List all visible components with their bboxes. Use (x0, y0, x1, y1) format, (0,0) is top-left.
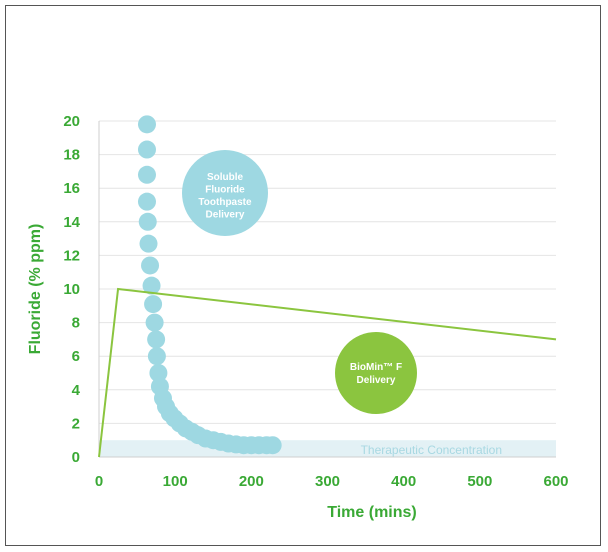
y-tick-label: 16 (63, 180, 80, 197)
x-tick-label: 200 (239, 473, 264, 490)
y-tick-label: 4 (72, 382, 81, 399)
soluble-bubble-text: Toothpaste (198, 197, 252, 208)
y-axis-title: Fluoride (% ppm) (27, 224, 44, 355)
y-tick-label: 18 (63, 147, 80, 164)
data-point (142, 276, 161, 295)
data-point (263, 436, 282, 455)
soluble-bubble-text: Fluoride (205, 185, 245, 196)
biomin-line (98, 287, 557, 458)
grid-lines (99, 120, 556, 424)
soluble-bubble-text: Soluble (207, 172, 244, 183)
data-point (137, 115, 156, 134)
axes (98, 121, 556, 458)
data-point (141, 256, 160, 275)
data-point (139, 234, 158, 253)
y-tick-label: 12 (63, 247, 80, 264)
series-label-bubbles: SolubleFluorideToothpasteDeliveryBioMin™… (182, 150, 417, 414)
y-tick-label: 14 (63, 214, 80, 231)
y-tick-label: 8 (72, 315, 80, 332)
biomin-bubble-text: BioMin™ F (350, 362, 402, 373)
biomin-bubble-circle (335, 332, 417, 414)
x-tick-label: 0 (95, 473, 103, 490)
y-tick-label: 0 (72, 449, 80, 466)
y-tick-label: 2 (72, 415, 80, 432)
x-axis-title: Time (mins) (327, 504, 417, 521)
soluble-bubble-text: Delivery (206, 210, 245, 221)
data-point (145, 313, 164, 332)
x-tick-label: 400 (391, 473, 416, 490)
data-point (144, 295, 163, 314)
data-point (138, 212, 157, 231)
data-point (137, 165, 156, 184)
biomin-label-bubble: BioMin™ F Delivery (335, 332, 417, 414)
x-tick-label: 600 (543, 473, 568, 490)
soluble-fluoride-points (137, 115, 282, 455)
x-tick-label: 500 (467, 473, 492, 490)
biomin-bubble-text: Delivery (357, 375, 396, 386)
therapeutic-band-label: Therapeutic Concentration (361, 443, 502, 457)
data-point (137, 140, 156, 159)
x-tick-labels: 0 100 200 300 400 500 600 (95, 473, 569, 490)
soluble-bubble-circle (182, 150, 268, 236)
data-point (137, 192, 156, 211)
therapeutic-band-group: Therapeutic Concentration (99, 440, 556, 457)
y-tick-label: 6 (72, 348, 80, 365)
data-point (147, 347, 166, 366)
y-tick-label: 10 (63, 281, 80, 298)
data-point (149, 364, 168, 382)
y-tick-labels: 0 2 4 6 8 10 12 14 16 18 20 (63, 113, 80, 466)
data-point (147, 330, 166, 349)
x-tick-label: 100 (163, 473, 188, 490)
y-tick-label: 20 (63, 113, 80, 130)
x-tick-label: 300 (315, 473, 340, 490)
